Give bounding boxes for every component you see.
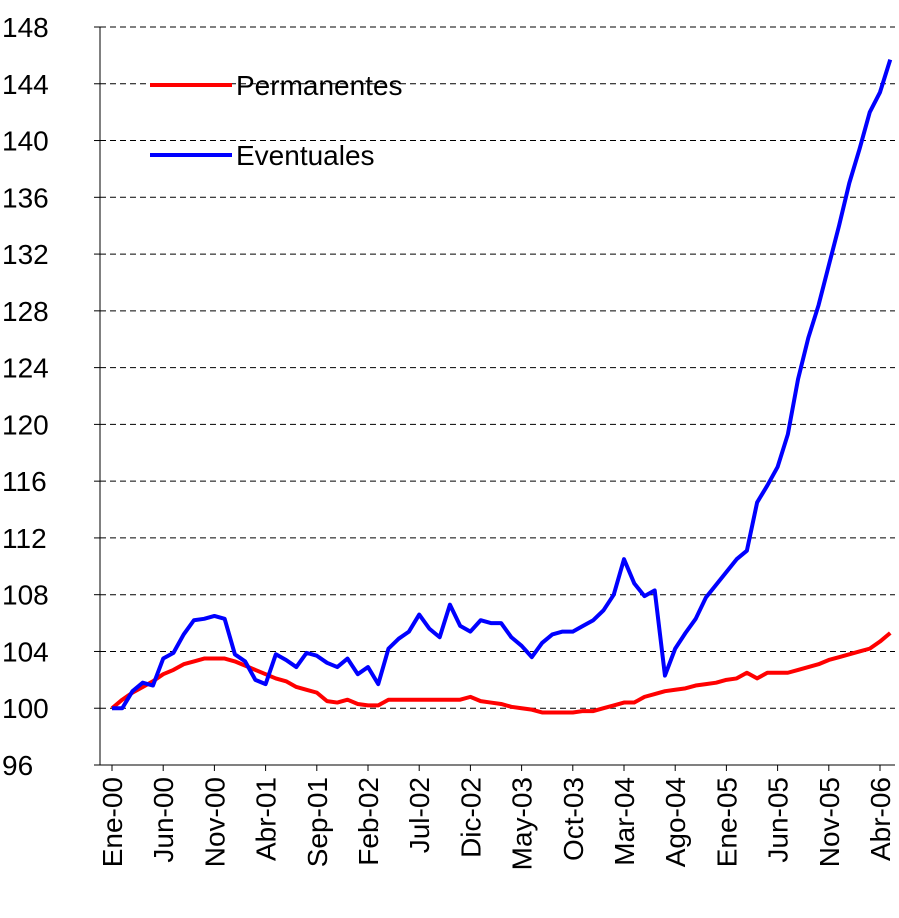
y-tick-label: 100: [2, 693, 49, 724]
y-tick-label: 128: [2, 296, 49, 327]
y-tick-label: 144: [2, 69, 49, 100]
y-tick-label: 120: [2, 409, 49, 440]
x-tick-label: Nov-00: [199, 777, 230, 867]
y-tick-label: 140: [2, 126, 49, 157]
x-tick-label: Feb-02: [353, 777, 384, 866]
x-tick-label: Dic-02: [455, 777, 486, 858]
y-tick-label: 132: [2, 239, 49, 270]
x-tick-label: Ene-05: [711, 777, 742, 867]
x-tick-label: Oct-03: [558, 777, 589, 861]
series-line: [112, 59, 893, 711]
y-tick-label: 96: [2, 750, 33, 781]
y-tick-label: 148: [2, 12, 49, 43]
x-tick-label: Mar-04: [609, 777, 640, 866]
legend-label: Eventuales: [236, 140, 375, 171]
x-tick-label: Jun-05: [763, 777, 794, 863]
x-tick-label: May-03: [507, 777, 538, 870]
x-tick-label: Jun-00: [148, 777, 179, 863]
x-tick-label: Jul-02: [404, 777, 435, 853]
x-tick-label: Abr-01: [251, 777, 282, 861]
y-tick-label: 116: [2, 466, 47, 497]
x-tick-label: Ene-00: [97, 777, 128, 867]
y-tick-label: 124: [2, 353, 49, 384]
x-tick-label: Nov-05: [814, 777, 845, 867]
y-tick-label: 112: [2, 523, 47, 554]
y-tick-label: 108: [2, 580, 49, 611]
x-tick-label: Sep-01: [302, 777, 333, 867]
series-line: [110, 631, 892, 715]
legend-label: Permanentes: [236, 70, 403, 101]
x-tick-label: Ago-04: [660, 777, 691, 867]
y-tick-label: 104: [2, 636, 49, 667]
y-tick-label: 136: [2, 182, 49, 213]
x-tick-label: Abr-06: [865, 777, 896, 861]
